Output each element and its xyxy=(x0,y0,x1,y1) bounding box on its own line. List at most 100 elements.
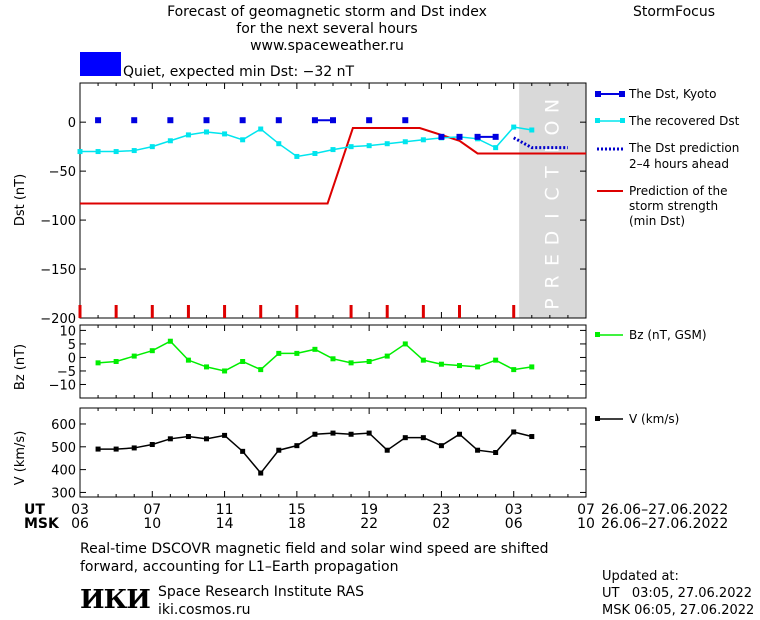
ut-tick-label: 19 xyxy=(360,502,378,518)
v-point xyxy=(312,431,318,437)
bz-ylabel: Bz (nT) xyxy=(13,344,28,390)
legend-bz-label: Bz (nT, GSM) xyxy=(629,328,707,342)
institute-url[interactable]: iki.cosmos.ru xyxy=(158,602,251,618)
bz-point xyxy=(348,360,354,366)
ut-tick-label: 03 xyxy=(505,502,523,518)
msk-tick-label: 14 xyxy=(216,516,234,532)
bz-point xyxy=(113,359,119,364)
bz-point xyxy=(276,350,282,356)
bz-point xyxy=(167,338,173,344)
v-panel: 600 500 400 300 xyxy=(51,407,587,501)
v-point xyxy=(457,431,462,437)
recovered-dst-point xyxy=(204,129,209,135)
bz-point xyxy=(457,363,462,369)
bz-point xyxy=(240,359,246,364)
legend-bz-marker xyxy=(595,332,600,337)
recovered-dst-point xyxy=(131,148,137,154)
bz-point xyxy=(131,353,137,359)
ut-axis-label: UT xyxy=(24,502,45,518)
chart-title-line2: for the next several hours xyxy=(236,21,417,37)
prediction-band-letter: P xyxy=(542,298,564,309)
v-point xyxy=(420,435,426,441)
bz-point xyxy=(294,350,300,356)
panel-frame xyxy=(79,324,587,399)
data-note: Real-time DSCOVR magnetic field and sola… xyxy=(80,540,549,576)
y-tick-label: −10 xyxy=(49,378,76,393)
y-tick-label: 10 xyxy=(59,324,76,339)
kyoto-dst-point xyxy=(456,133,463,140)
msk-tick-label: 06 xyxy=(71,516,89,532)
y-tick-label: 500 xyxy=(51,441,76,456)
legend-kyoto-label: The Dst, Kyoto xyxy=(628,87,716,101)
kyoto-dst-point xyxy=(275,117,282,124)
ut-tick-label: 07 xyxy=(143,502,161,518)
legend-kyoto-marker xyxy=(595,91,601,97)
ut-tick-label: 03 xyxy=(71,502,89,518)
legend-kyoto-marker xyxy=(619,91,625,97)
v-point xyxy=(493,450,499,455)
recovered-dst-point xyxy=(493,145,499,151)
data-note-line2: forward, accounting for L1–Earth propaga… xyxy=(80,559,399,575)
bz-line xyxy=(98,340,532,372)
bz-point xyxy=(149,348,155,354)
legend-recovered-marker xyxy=(595,118,600,123)
bz-point xyxy=(185,357,191,363)
y-tick-label: 400 xyxy=(51,464,76,479)
bz-point xyxy=(366,359,372,364)
y-tick-label: −50 xyxy=(49,165,76,180)
ut-tick-label: 11 xyxy=(216,502,234,518)
v-line xyxy=(98,431,532,475)
y-tick-label: 0 xyxy=(68,116,76,131)
msk-tick-label: 22 xyxy=(360,516,378,532)
y-tick-label: −150 xyxy=(40,263,76,278)
bz-point xyxy=(475,364,481,370)
recovered-dst-point xyxy=(330,147,336,153)
v-point xyxy=(402,435,408,441)
v-ylabel: V (km/s) xyxy=(13,431,28,486)
recovered-dst-point xyxy=(167,138,173,144)
bz-point xyxy=(222,368,228,374)
msk-tick-label: 06 xyxy=(505,516,523,532)
ut-tick-label: 23 xyxy=(433,502,451,518)
v-point xyxy=(475,447,481,453)
v-point xyxy=(258,470,264,476)
recovered-dst-point xyxy=(149,144,155,150)
legend-prediction-label-2: 2–4 hours ahead xyxy=(629,157,729,171)
recovered-dst-point xyxy=(240,137,246,143)
recovered-dst-line xyxy=(80,126,532,158)
v-point xyxy=(384,447,390,453)
recovered-dst-point xyxy=(420,137,426,143)
bz-point xyxy=(529,364,535,370)
v-point xyxy=(276,447,282,453)
recovered-dst-point xyxy=(276,141,282,147)
y-tick-label: −200 xyxy=(40,312,76,327)
recovered-dst-point xyxy=(348,144,354,150)
bz-point xyxy=(258,367,264,373)
prediction-band-letter: O xyxy=(542,121,564,136)
y-tick-label: 5 xyxy=(68,338,76,353)
msk-date-range: 26.06–27.06.2022 xyxy=(601,516,728,532)
recovered-dst-point xyxy=(529,127,535,133)
msk-axis-label: MSK xyxy=(24,516,60,532)
bz-point xyxy=(204,364,209,370)
v-point xyxy=(149,442,155,448)
v-point xyxy=(113,446,119,452)
legend-storm-label-2: storm strength xyxy=(629,199,718,213)
kyoto-dst-point xyxy=(438,133,445,140)
recovered-dst-point xyxy=(402,139,408,145)
recovered-dst-point xyxy=(294,153,300,159)
prediction-band-letter: I xyxy=(542,213,564,219)
kyoto-dst-point xyxy=(366,117,373,124)
recovered-dst-point xyxy=(185,132,191,138)
kyoto-dst-point xyxy=(95,117,102,124)
v-point xyxy=(438,443,444,449)
ut-tick-label: 15 xyxy=(288,502,306,518)
y-tick-label: 0 xyxy=(68,351,76,366)
bz-point xyxy=(511,367,517,373)
v-point xyxy=(167,436,173,442)
status-color-box xyxy=(80,52,121,76)
v-point xyxy=(131,445,137,451)
v-point xyxy=(185,434,191,440)
